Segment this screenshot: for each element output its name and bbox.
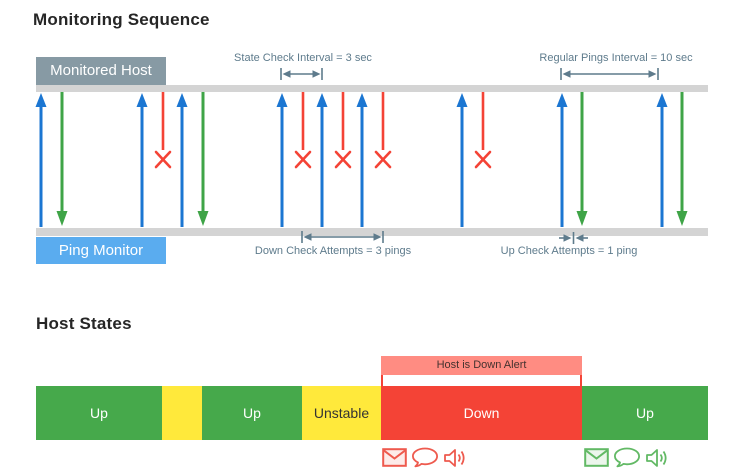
chat-bubble-icon bbox=[412, 447, 438, 468]
state-segment bbox=[162, 386, 202, 440]
host-states-title: Host States bbox=[36, 314, 132, 333]
state-segment-label: Down bbox=[463, 405, 500, 421]
mail-icon bbox=[382, 448, 407, 467]
state-segment-label: Up bbox=[636, 405, 654, 421]
chat-bubble-icon bbox=[614, 447, 640, 468]
state-segment-label: Unstable bbox=[313, 405, 370, 421]
down-alert-icons bbox=[382, 447, 467, 468]
annotation-regular-pings-interval: Regular Pings Interval = 10 sec bbox=[539, 52, 693, 64]
state-segment: Unstable bbox=[302, 386, 381, 440]
host-down-alert-label: Host is Down Alert bbox=[381, 356, 582, 375]
annotation-up-check-attempts: Up Check Attempts = 1 ping bbox=[500, 245, 638, 257]
state-segment: Up bbox=[36, 386, 162, 440]
ping-monitor-label: Ping Monitor bbox=[36, 237, 166, 264]
host-down-alert-callout: Host is Down Alert bbox=[381, 356, 582, 386]
host-states-bar: Up Up Unstable Down Up bbox=[0, 386, 744, 440]
state-segment: Up bbox=[202, 386, 302, 440]
state-segment: Down bbox=[381, 386, 582, 440]
state-segment: Up bbox=[582, 386, 708, 440]
up-alert-icons bbox=[584, 447, 669, 468]
annotation-down-check-attempts: Down Check Attempts = 3 pings bbox=[254, 245, 412, 257]
speaker-icon bbox=[646, 448, 667, 467]
speaker-icon bbox=[444, 448, 465, 467]
monitored-host-label: Monitored Host bbox=[36, 57, 166, 85]
mail-icon bbox=[584, 448, 609, 467]
host-down-alert-bracket bbox=[381, 375, 582, 386]
ping-sequence-canvas bbox=[35, 68, 708, 244]
state-segment-label: Up bbox=[90, 405, 108, 421]
annotation-state-check-interval: State Check Interval = 3 sec bbox=[234, 52, 372, 64]
state-segment-label: Up bbox=[243, 405, 261, 421]
page-title: Monitoring Sequence bbox=[33, 10, 210, 29]
